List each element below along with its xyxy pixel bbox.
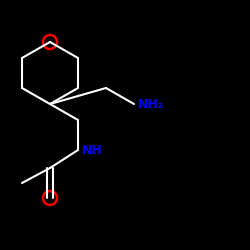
Text: NH₂: NH₂ xyxy=(138,98,164,110)
Text: NH: NH xyxy=(82,144,103,156)
